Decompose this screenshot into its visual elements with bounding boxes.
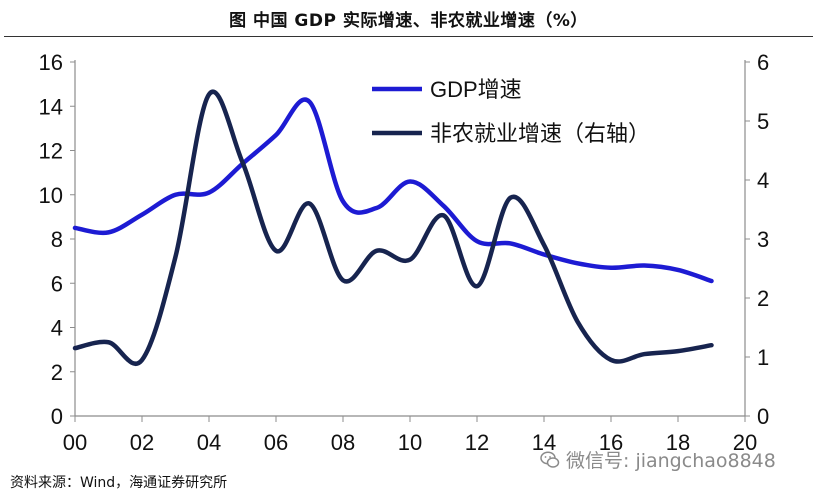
y-right-tick-label: 3 bbox=[757, 227, 769, 252]
x-tick-label: 08 bbox=[331, 430, 355, 455]
x-tick-label: 10 bbox=[398, 430, 422, 455]
y-left-tick-label: 16 bbox=[39, 50, 63, 75]
watermark: 微信号: jiangchao8848 bbox=[540, 446, 776, 473]
series-group bbox=[72, 89, 714, 366]
source-note: 资料来源：Wind，海通证券研究所 bbox=[10, 475, 228, 491]
legend-label-2: 非农就业增速（右轴） bbox=[430, 121, 650, 146]
y-left-tick-label: 14 bbox=[39, 94, 63, 119]
y-left-tick-label: 6 bbox=[51, 271, 63, 296]
y-left-tick-label: 8 bbox=[51, 227, 63, 252]
y-left-tick-label: 4 bbox=[51, 316, 63, 341]
legend-label-1: GDP增速 bbox=[430, 77, 522, 102]
series-line-1 bbox=[72, 97, 714, 284]
y-right-tick-label: 6 bbox=[757, 50, 769, 75]
wechat-icon bbox=[540, 450, 560, 468]
y-left-tick-label: 2 bbox=[51, 360, 63, 385]
y-right-tick-label: 1 bbox=[757, 345, 769, 370]
y-left-tick-label: 12 bbox=[39, 139, 63, 164]
x-tick-label: 04 bbox=[197, 430, 221, 455]
y-right-tick-label: 0 bbox=[757, 404, 769, 429]
x-tick-label: 02 bbox=[130, 430, 154, 455]
x-tick-label: 06 bbox=[264, 430, 288, 455]
y-right-tick-label: 2 bbox=[757, 286, 769, 311]
x-tick-label: 12 bbox=[465, 430, 489, 455]
y-left-tick-label: 0 bbox=[51, 404, 63, 429]
title-divider bbox=[4, 36, 813, 37]
y-right-tick-label: 5 bbox=[757, 109, 769, 134]
x-tick-label: 00 bbox=[63, 430, 87, 455]
y-left-tick-label: 10 bbox=[39, 183, 63, 208]
series-line-2 bbox=[72, 89, 714, 366]
x-tick-label: 20 bbox=[733, 430, 757, 455]
chart-title: 图 中国 GDP 实际增速、非农就业增速（%） bbox=[229, 11, 588, 31]
y-right-tick-label: 4 bbox=[757, 168, 769, 193]
x-tick-label: 18 bbox=[666, 430, 690, 455]
x-tick-label: 16 bbox=[599, 430, 623, 455]
x-tick-label: 14 bbox=[532, 430, 556, 455]
watermark-text: 微信号: jiangchao8848 bbox=[566, 450, 776, 472]
